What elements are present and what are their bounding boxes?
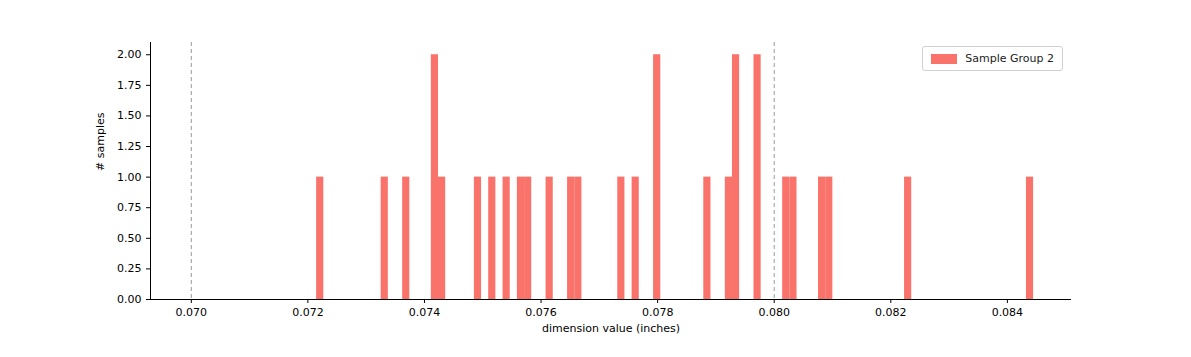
svg-text:# samples: # samples bbox=[94, 112, 107, 171]
svg-text:1.50: 1.50 bbox=[117, 109, 142, 122]
svg-text:0.082: 0.082 bbox=[875, 306, 907, 319]
svg-text:1.25: 1.25 bbox=[117, 140, 142, 153]
svg-text:0.084: 0.084 bbox=[992, 306, 1024, 319]
svg-text:0.080: 0.080 bbox=[758, 306, 790, 319]
svg-text:0.50: 0.50 bbox=[117, 232, 142, 245]
svg-text:0.00: 0.00 bbox=[117, 293, 142, 306]
svg-text:0.076: 0.076 bbox=[525, 306, 557, 319]
html-text:Sample Group 2: Sample Group 2 bbox=[965, 52, 1054, 65]
svg-text:0.078: 0.078 bbox=[642, 306, 674, 319]
svg-text:0.25: 0.25 bbox=[117, 262, 142, 275]
svg-text:0.074: 0.074 bbox=[409, 306, 441, 319]
svg-text:1.00: 1.00 bbox=[117, 171, 142, 184]
svg-text:2.00: 2.00 bbox=[117, 48, 142, 61]
svg-text:dimension value (inches): dimension value (inches) bbox=[542, 322, 680, 335]
svg-text:0.75: 0.75 bbox=[117, 201, 142, 214]
svg-text:0.070: 0.070 bbox=[176, 306, 208, 319]
svg-text:1.75: 1.75 bbox=[117, 79, 142, 92]
svg-text:0.072: 0.072 bbox=[292, 306, 324, 319]
